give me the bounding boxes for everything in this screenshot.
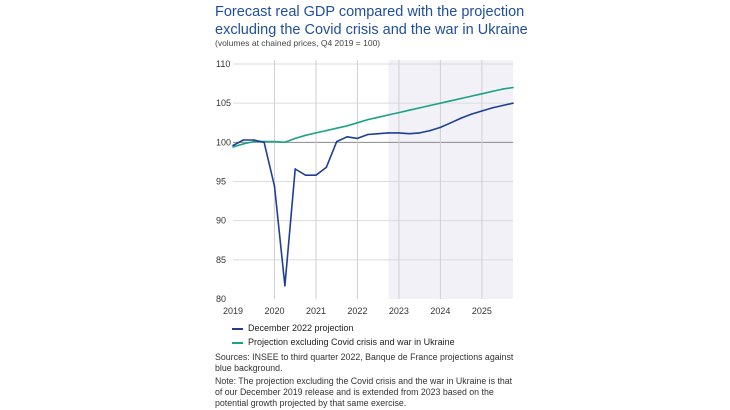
data-point-series-1	[356, 121, 359, 124]
x-tick-label: 2022	[347, 306, 367, 316]
data-point-series-1	[273, 140, 276, 143]
data-point-series-1	[429, 104, 431, 107]
data-point-series-0	[387, 132, 390, 134]
data-point-series-0	[418, 132, 421, 134]
y-tick-label: 95	[216, 177, 226, 187]
x-tick-label: 2019	[223, 306, 243, 316]
legend-item-excluding-covid: Projection excluding Covid crisis and wa…	[232, 335, 455, 349]
y-tick-label: 85	[216, 255, 226, 265]
data-point-series-0	[325, 166, 328, 169]
legend-swatch	[232, 341, 243, 344]
data-point-series-0	[335, 140, 338, 143]
legend-label: December 2022 projection	[248, 323, 354, 333]
data-point-series-0	[232, 144, 234, 147]
data-point-series-1	[387, 114, 390, 116]
data-point-series-1	[512, 86, 514, 89]
data-point-series-0	[346, 136, 348, 138]
data-point-series-1	[439, 102, 442, 104]
data-point-series-0	[491, 107, 494, 109]
data-point-series-0	[460, 117, 462, 119]
data-point-series-1	[491, 90, 494, 93]
y-tick-label: 105	[216, 98, 231, 108]
data-point-series-0	[263, 141, 265, 144]
data-point-series-0	[284, 284, 286, 287]
series-line-1	[232, 86, 514, 148]
data-point-series-1	[408, 109, 411, 112]
data-point-series-1	[232, 146, 234, 148]
data-point-series-0	[356, 137, 359, 140]
x-tick-label: 2023	[389, 306, 409, 316]
x-tick-label: 2021	[306, 306, 326, 316]
data-point-series-0	[273, 185, 276, 187]
x-tick-label: 2025	[472, 306, 492, 316]
data-point-series-1	[470, 95, 473, 97]
x-tick-label: 2020	[264, 306, 284, 316]
data-point-series-1	[294, 137, 297, 140]
data-point-series-0	[315, 174, 317, 177]
data-point-series-0	[449, 121, 452, 124]
data-point-series-1	[367, 118, 369, 121]
data-point-series-0	[242, 139, 245, 141]
data-point-series-0	[377, 132, 379, 135]
y-tick-label: 110	[216, 59, 230, 69]
data-point-series-1	[346, 125, 348, 127]
chart-title: Forecast real GDP compared with the proj…	[215, 4, 528, 38]
data-point-series-0	[408, 132, 411, 135]
legend: December 2022 projection Projection excl…	[232, 321, 455, 349]
note-text: Note: The projection excluding the Covid…	[215, 376, 513, 408]
data-point-series-1	[284, 141, 286, 144]
x-tick-label: 2024	[430, 306, 450, 316]
data-point-series-0	[398, 132, 400, 134]
data-point-series-1	[418, 107, 421, 109]
data-point-series-1	[315, 132, 317, 134]
data-point-series-1	[242, 143, 245, 145]
data-point-series-1	[377, 116, 379, 119]
data-point-series-1	[481, 92, 483, 95]
data-point-series-1	[335, 127, 338, 130]
data-point-series-0	[512, 102, 514, 104]
data-point-series-0	[429, 129, 431, 132]
y-tick-label: 90	[216, 216, 226, 226]
data-point-series-0	[501, 104, 504, 107]
data-point-series-0	[294, 168, 297, 170]
data-point-series-1	[304, 134, 307, 137]
series-line-0	[232, 102, 514, 287]
y-tick-label: 100	[216, 137, 231, 147]
data-point-series-0	[481, 110, 483, 112]
data-point-series-1	[449, 100, 452, 102]
legend-label: Projection excluding Covid crisis and wa…	[248, 337, 455, 347]
data-point-series-1	[501, 88, 504, 90]
data-point-series-0	[367, 133, 369, 136]
data-point-series-0	[304, 174, 307, 177]
sources-text: Sources: INSEE to third quarter 2022, Ba…	[215, 352, 514, 373]
data-point-series-1	[252, 140, 255, 143]
legend-item-december-2022: December 2022 projection	[232, 321, 455, 335]
projection-shaded-region	[388, 60, 513, 299]
legend-swatch	[232, 327, 243, 330]
data-point-series-0	[252, 139, 255, 141]
data-point-series-1	[460, 97, 462, 100]
data-point-series-0	[439, 126, 442, 129]
y-tick-label: 80	[216, 294, 226, 304]
data-point-series-0	[470, 113, 473, 115]
data-point-series-1	[325, 129, 328, 132]
data-point-series-1	[398, 111, 400, 114]
chart-subtitle: (volumes at chained prices, Q4 2019 = 10…	[215, 38, 381, 48]
